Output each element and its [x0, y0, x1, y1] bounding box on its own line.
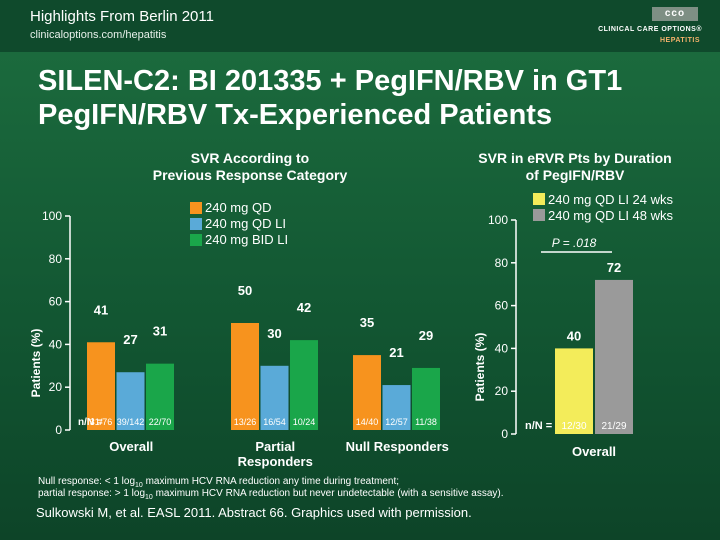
legend-label-24wks: 240 mg QD LI 24 wks [548, 192, 673, 207]
left-bar-value: 21 [389, 345, 403, 360]
right-bar [595, 279, 633, 434]
right-subtitle-line2: of PegIFN/RBV [525, 167, 625, 183]
left-n-label: 10/24 [293, 417, 316, 427]
left-n-label: 16/54 [263, 417, 286, 427]
left-bar [116, 372, 145, 430]
legend-label-qd: 240 mg QD [205, 200, 272, 215]
p-value-label: P = .018 [552, 236, 597, 250]
left-category-label: Partial [255, 439, 295, 454]
left-category-label: Overall [109, 439, 153, 454]
footnote-line1-sub: 10 [135, 482, 143, 489]
right-chart-y-tick-label: 100 [488, 213, 508, 227]
left-n-prefix: n/N = [78, 417, 103, 428]
left-bar-value: 50 [238, 283, 252, 298]
legend-swatch-24wks [533, 193, 545, 205]
left-subtitle-line2: Previous Response Category [152, 167, 348, 183]
left-chart-subtitle: SVR According to Previous Response Categ… [120, 150, 380, 184]
left-chart-y-tick-label: 40 [49, 337, 63, 351]
left-bar [382, 385, 411, 430]
left-bar-value: 31 [153, 324, 167, 339]
brand-name: CLINICAL CARE OPTIONS® [598, 26, 702, 33]
left-n-label: 31/76 [90, 417, 113, 427]
right-bar-value: 72 [607, 260, 621, 275]
header-bar [0, 0, 720, 52]
right-bar [555, 348, 593, 434]
citation: Sulkowski M, et al. EASL 2011. Abstract … [36, 505, 472, 520]
right-chart-y-tick-label: 60 [495, 299, 509, 313]
left-chart-y-tick-label: 0 [55, 423, 62, 437]
left-chart-y-axis-label: Patients (%) [29, 329, 43, 398]
brand-subtitle: HEPATITIS [659, 37, 700, 44]
slide-title-line1: SILEN-C2: BI 201335 + PegIFN/RBV in GT1 [38, 65, 623, 97]
cco-logo [652, 7, 698, 21]
left-bar-value: 29 [419, 328, 433, 343]
left-bar-value: 30 [267, 326, 281, 341]
footnote-line2-sub: 10 [145, 494, 153, 501]
left-n-label: 39/142 [117, 417, 145, 427]
left-n-label: 22/70 [149, 417, 172, 427]
left-n-label: 11/38 [415, 417, 437, 427]
right-chart-y-tick-label: 0 [501, 427, 508, 441]
right-chart-subtitle: SVR in eRVR Pts by Duration of PegIFN/RB… [445, 150, 705, 184]
left-bar-value: 27 [123, 332, 137, 347]
right-chart-y-tick-label: 40 [495, 341, 509, 355]
slide-title-line2: PegIFN/RBV Tx-Experienced Patients [38, 99, 553, 131]
left-bar-value: 42 [297, 300, 311, 315]
left-category-label: Responders [238, 454, 313, 469]
right-n-label: 12/30 [561, 421, 586, 432]
left-bar [412, 367, 440, 430]
meeting-title: Highlights From Berlin 2011 [30, 8, 214, 25]
legend-label-qd-li: 240 mg QD LI [205, 216, 286, 231]
left-subtitle-line1: SVR According to [190, 150, 310, 166]
left-bar [260, 365, 289, 430]
left-bar-value: 41 [94, 302, 108, 317]
left-bar-value: 35 [360, 315, 374, 330]
footnote-line2-b: maximum HCV RNA reduction but never unde… [152, 488, 504, 499]
legend-swatch-bid-li [190, 234, 202, 246]
right-chart-y-tick-label: 20 [495, 384, 509, 398]
legend-swatch-48wks [533, 209, 545, 221]
legend-swatch-qd-li [190, 218, 202, 230]
left-chart-y-tick-label: 60 [49, 295, 63, 309]
right-bar-value: 40 [567, 328, 581, 343]
right-category-label: Overall [572, 444, 616, 459]
left-bar [290, 340, 318, 430]
legend-swatch-qd [190, 202, 202, 214]
legend-label-48wks: 240 mg QD LI 48 wks [548, 208, 673, 223]
footnote-line2: partial response: > 1 log10 maximum HCV … [38, 488, 504, 501]
left-n-label: 14/40 [356, 417, 379, 427]
footnote-line1: Null response: < 1 log10 maximum HCV RNA… [38, 476, 399, 489]
footnote-line1-a: Null response: < 1 log [38, 476, 136, 487]
left-n-label: 13/26 [234, 417, 257, 427]
left-bar [87, 342, 115, 430]
cco-logo-letters: cco [664, 8, 686, 19]
footnote-line2-a: partial response: > 1 log [38, 488, 146, 499]
left-n-label: 12/57 [385, 417, 408, 427]
left-bar [353, 355, 381, 430]
right-subtitle-line1: SVR in eRVR Pts by Duration [478, 150, 672, 166]
right-chart-y-tick-label: 80 [495, 256, 509, 270]
left-chart-y-tick-label: 100 [42, 209, 62, 223]
left-bar [146, 363, 174, 430]
left-bar [231, 323, 259, 430]
right-n-prefix: n/N = [525, 420, 552, 432]
left-category-label: Null Responders [346, 439, 449, 454]
left-chart-y-tick-label: 20 [49, 380, 63, 394]
legend-label-bid-li: 240 mg BID LI [205, 232, 289, 247]
right-n-label: 21/29 [601, 421, 626, 432]
footnote-line1-b: maximum HCV RNA reduction any time durin… [142, 476, 400, 487]
slide-title: SILEN-C2: BI 201335 + PegIFN/RBV in GT1 … [38, 64, 708, 132]
left-chart-y-tick-label: 80 [49, 252, 63, 266]
right-chart-y-axis-label: Patients (%) [473, 333, 487, 402]
site-url[interactable]: clinicaloptions.com/hepatitis [30, 29, 167, 41]
